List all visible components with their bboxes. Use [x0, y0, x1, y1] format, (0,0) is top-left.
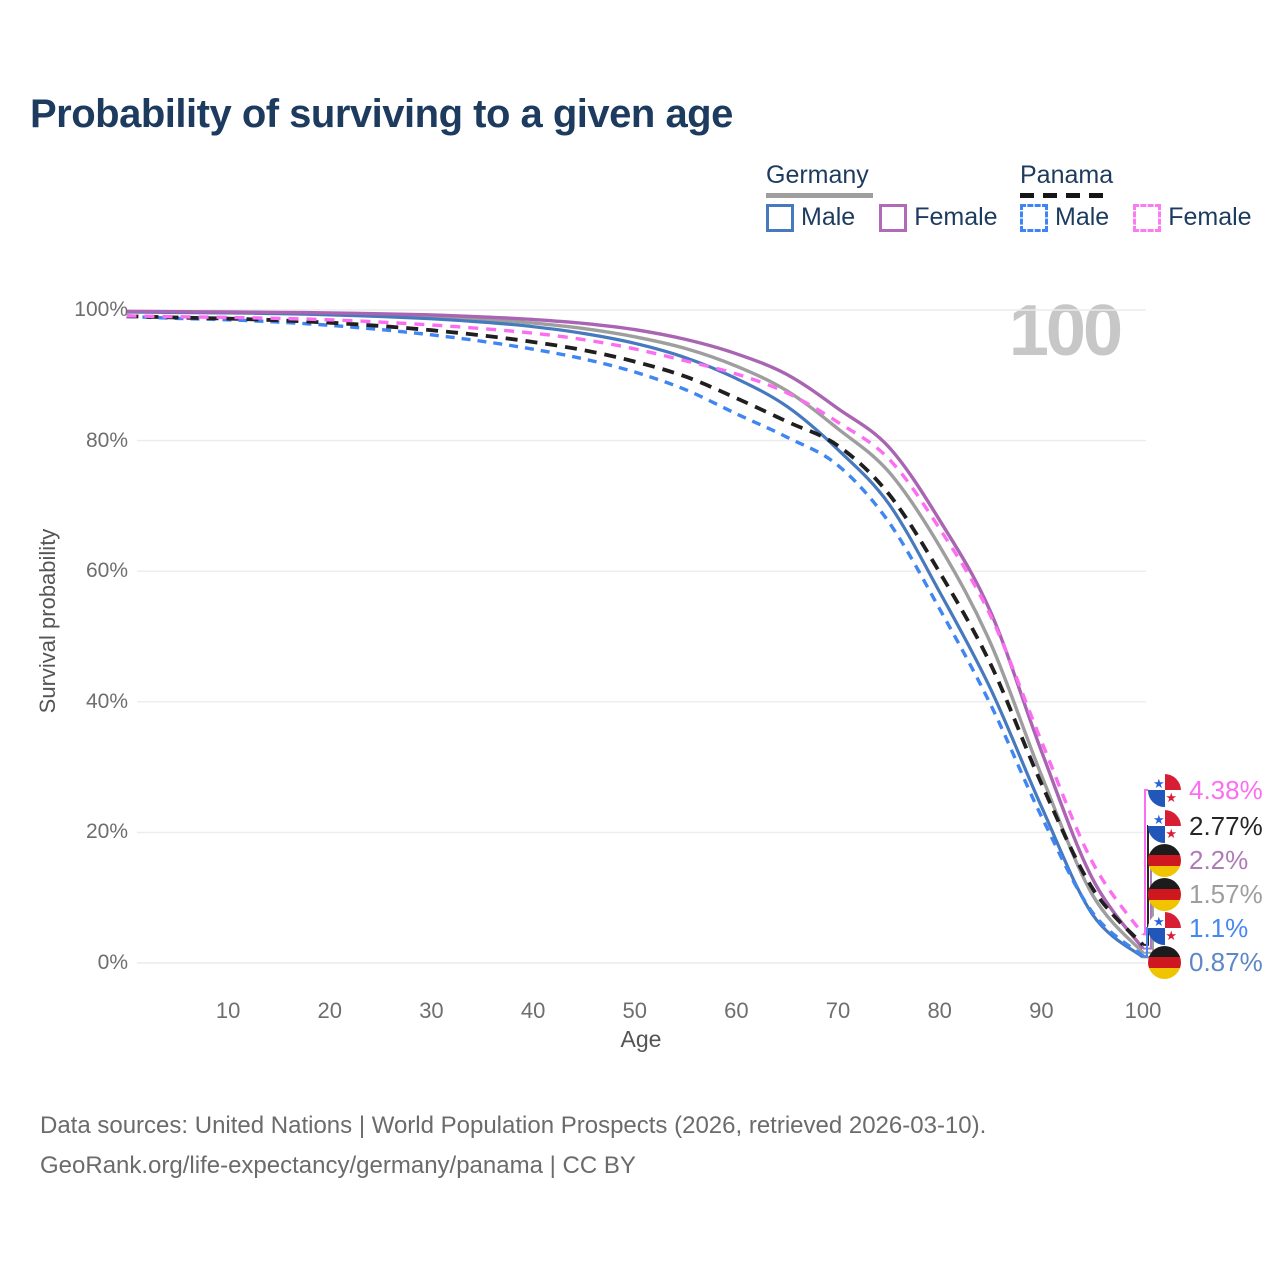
y-tick-label: 60%	[85, 559, 128, 583]
panama-flag-icon: ★ ★	[1148, 911, 1181, 945]
legend-item-label: Female	[914, 203, 998, 231]
legend-row-germany: Male Female	[766, 203, 1022, 232]
end-label-germany-male: 0.87%	[1148, 945, 1263, 979]
curve-panama-female	[126, 314, 1145, 936]
legend-germany-line-sample	[766, 193, 873, 198]
end-label-panama-male: ★ ★ 1.1%	[1148, 911, 1248, 945]
legend-checkbox-panama-female[interactable]	[1133, 203, 1162, 232]
legend-group-germany: Germany	[766, 161, 869, 189]
y-tick-label: 20%	[85, 820, 128, 844]
germany-flag-icon	[1148, 877, 1181, 911]
x-tick-label: 40	[520, 998, 546, 1023]
footer-attribution: GeoRank.org/life-expectancy/germany/pana…	[40, 1152, 636, 1179]
curve-panama-male	[126, 314, 1145, 958]
y-tick-label: 40%	[85, 689, 128, 713]
legend-row-panama: Male Female	[1020, 203, 1276, 232]
legend-item-label: Female	[1168, 203, 1252, 231]
germany-flag-icon	[1148, 945, 1181, 979]
curve-germany-male	[126, 310, 1145, 959]
page-title: Probability of surviving to a given age	[30, 92, 733, 136]
y-tick-label: 0%	[97, 951, 128, 974]
end-value-label: 1.1%	[1189, 912, 1249, 943]
germany-flag-icon	[1148, 843, 1181, 877]
legend-item-germany-female[interactable]: Female	[879, 203, 998, 232]
legend-item-germany-male[interactable]: Male	[766, 203, 855, 232]
legend-item-label: Male	[801, 203, 856, 231]
x-tick-label: 50	[622, 998, 647, 1023]
x-tick-label: 20	[317, 998, 343, 1023]
legend-checkbox-panama-male[interactable]	[1020, 203, 1048, 232]
end-value-label: 2.77%	[1189, 810, 1263, 841]
x-tick-label: 10	[215, 998, 241, 1023]
age-watermark: 100	[1008, 291, 1123, 371]
legend-group-panama: Panama	[1020, 161, 1114, 189]
curve-germany	[126, 309, 1145, 954]
x-axis-title: Age	[620, 1026, 662, 1052]
x-tick-label: 30	[419, 998, 444, 1023]
end-value-label: 4.38%	[1189, 774, 1263, 805]
y-tick-label: 80%	[85, 428, 128, 452]
panama-flag-icon: ★ ★	[1148, 809, 1181, 843]
legend-item-label: Male	[1055, 203, 1110, 231]
y-tick-label: 100%	[74, 298, 128, 321]
x-tick-label: 100	[1124, 998, 1162, 1023]
end-value-label: 1.57%	[1189, 878, 1263, 909]
end-label-germany-female: 2.2%	[1148, 843, 1248, 877]
x-tick-label: 90	[1029, 998, 1054, 1023]
x-tick-label: 80	[927, 998, 952, 1023]
legend-checkbox-germany-female[interactable]	[879, 203, 908, 232]
legend-item-panama-male[interactable]: Male	[1020, 203, 1109, 232]
x-tick-label: 60	[724, 998, 749, 1023]
curve-germany-female	[126, 309, 1145, 950]
curve-panama	[126, 314, 1145, 947]
footer: Data sources: United Nations | World Pop…	[40, 1106, 986, 1186]
legend-panama-line-sample	[1020, 193, 1112, 198]
legend-checkbox-germany-male[interactable]	[766, 203, 794, 232]
panama-flag-icon: ★ ★	[1148, 773, 1181, 807]
end-label-panama: ★ ★ 2.77%	[1148, 809, 1263, 843]
end-label-panama-female: ★ ★ 4.38%	[1148, 773, 1263, 807]
footer-sources: Data sources: United Nations | World Pop…	[40, 1112, 987, 1139]
end-label-germany: 1.57%	[1148, 877, 1263, 911]
end-value-label: 2.2%	[1189, 844, 1249, 875]
legend-item-panama-female[interactable]: Female	[1133, 203, 1252, 232]
end-value-label: 0.87%	[1189, 946, 1263, 977]
x-tick-label: 70	[825, 998, 851, 1023]
